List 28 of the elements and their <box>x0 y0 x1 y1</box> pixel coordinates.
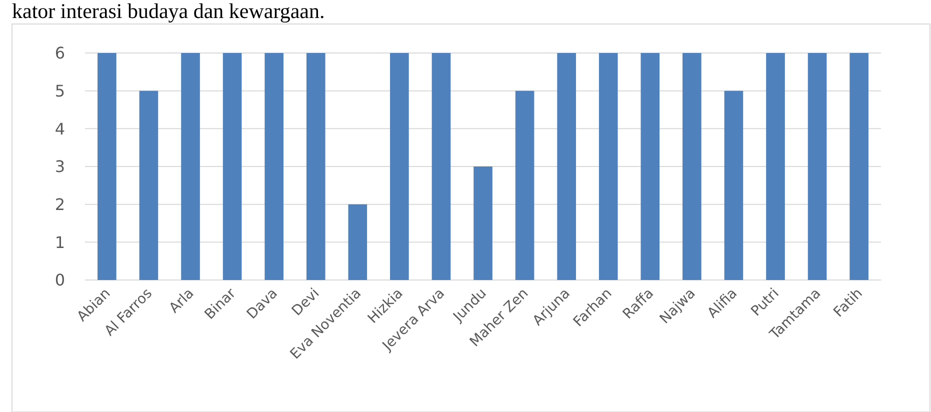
bar <box>515 90 534 280</box>
bar <box>98 53 116 280</box>
bar <box>850 53 868 280</box>
bar <box>348 204 368 280</box>
bar <box>139 90 158 280</box>
y-tick-label: 4 <box>54 119 65 138</box>
bar <box>766 53 785 280</box>
bar <box>724 90 744 280</box>
y-tick-label: 6 <box>54 44 65 63</box>
x-tick-label: Arla <box>166 286 198 316</box>
bar <box>598 53 618 280</box>
bar <box>432 53 451 280</box>
y-tick-label: 3 <box>54 157 65 176</box>
bar <box>264 53 284 280</box>
y-tick-label: 0 <box>54 270 65 290</box>
bar <box>181 53 200 280</box>
bar <box>390 53 409 280</box>
bar <box>640 53 660 280</box>
bar <box>306 53 326 280</box>
bar <box>557 53 576 280</box>
bar <box>474 166 492 280</box>
y-tick-label: 5 <box>54 81 65 100</box>
y-tick-label: 1 <box>54 232 65 252</box>
y-tick-label: 2 <box>54 194 65 214</box>
text: kator interasi budaya dan kewargaan. <box>12 0 325 23</box>
bar <box>808 53 827 280</box>
bar <box>222 53 242 280</box>
bar <box>682 53 702 280</box>
